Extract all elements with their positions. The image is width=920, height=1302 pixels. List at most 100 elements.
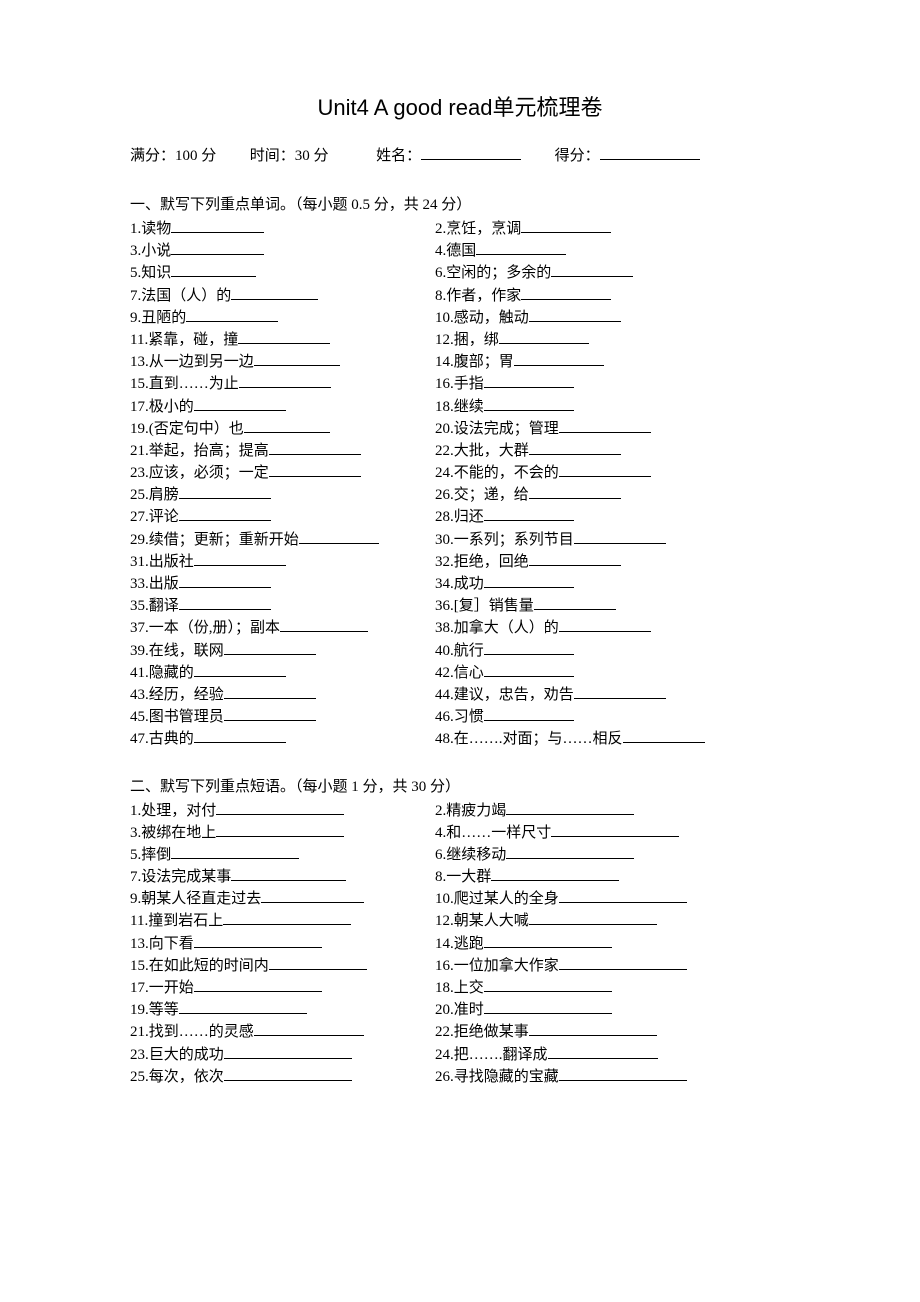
answer-blank[interactable] [484, 374, 574, 388]
answer-blank[interactable] [216, 823, 344, 837]
answer-blank[interactable] [484, 934, 612, 948]
answer-blank[interactable] [261, 889, 364, 903]
answer-blank[interactable] [484, 574, 574, 588]
item-text: 法国（人）的 [141, 288, 231, 304]
answer-blank[interactable] [484, 978, 612, 992]
name-blank[interactable] [421, 145, 521, 160]
answer-blank[interactable] [559, 618, 651, 632]
answer-blank[interactable] [484, 663, 574, 677]
answer-blank[interactable] [529, 1022, 657, 1036]
item-text: 肩膀 [149, 487, 179, 503]
answer-blank[interactable] [269, 956, 367, 970]
answer-blank[interactable] [574, 685, 666, 699]
answer-blank[interactable] [194, 934, 322, 948]
item-row: 17.极小的18.继续 [130, 396, 790, 418]
answer-blank[interactable] [491, 867, 619, 881]
answer-blank[interactable] [484, 1000, 612, 1014]
answer-blank[interactable] [521, 286, 611, 300]
answer-blank[interactable] [194, 978, 322, 992]
answer-blank[interactable] [244, 419, 330, 433]
answer-blank[interactable] [559, 889, 687, 903]
item-text: 一位加拿大作家 [454, 958, 559, 974]
answer-blank[interactable] [269, 441, 361, 455]
answer-blank[interactable] [254, 352, 340, 366]
item-text: 巨大的成功 [149, 1047, 224, 1063]
answer-blank[interactable] [269, 463, 361, 477]
item-number: 20. [435, 1002, 454, 1018]
answer-blank[interactable] [559, 956, 687, 970]
answer-blank[interactable] [484, 397, 574, 411]
answer-blank[interactable] [179, 485, 271, 499]
answer-blank[interactable] [224, 707, 316, 721]
item-number: 23. [130, 465, 149, 481]
answer-blank[interactable] [238, 330, 330, 344]
answer-blank[interactable] [224, 1067, 352, 1081]
vocab-item: 23.巨大的成功 [130, 1044, 435, 1066]
answer-blank[interactable] [179, 596, 271, 610]
answer-blank[interactable] [231, 286, 318, 300]
answer-blank[interactable] [529, 911, 657, 925]
answer-blank[interactable] [299, 530, 379, 544]
item-text: 等等 [149, 1002, 179, 1018]
answer-blank[interactable] [529, 441, 621, 455]
answer-blank[interactable] [171, 263, 256, 277]
answer-blank[interactable] [194, 552, 286, 566]
answer-blank[interactable] [224, 685, 316, 699]
section-2-body: 1.处理，对付2.精疲力竭3.被绑在地上4.和……一样尺寸5.摔倒6.继续移动7… [130, 800, 790, 1088]
vocab-item: 23.应该，必须；一定 [130, 462, 435, 484]
answer-blank[interactable] [529, 308, 621, 322]
answer-blank[interactable] [223, 911, 351, 925]
answer-blank[interactable] [476, 241, 566, 255]
answer-blank[interactable] [179, 574, 271, 588]
answer-blank[interactable] [548, 1045, 658, 1059]
vocab-item: 39.在线，联网 [130, 640, 435, 662]
answer-blank[interactable] [484, 507, 574, 521]
answer-blank[interactable] [484, 707, 574, 721]
item-text: 一大群 [446, 869, 491, 885]
answer-blank[interactable] [529, 485, 621, 499]
answer-blank[interactable] [239, 374, 331, 388]
item-text: 和……一样尺寸 [446, 825, 551, 841]
answer-blank[interactable] [179, 507, 271, 521]
answer-blank[interactable] [551, 823, 679, 837]
answer-blank[interactable] [521, 219, 611, 233]
answer-blank[interactable] [224, 1045, 352, 1059]
answer-blank[interactable] [574, 530, 666, 544]
answer-blank[interactable] [171, 845, 299, 859]
answer-blank[interactable] [534, 596, 616, 610]
answer-blank[interactable] [623, 729, 705, 743]
answer-blank[interactable] [559, 463, 651, 477]
answer-blank[interactable] [514, 352, 604, 366]
answer-blank[interactable] [506, 845, 634, 859]
item-number: 37. [130, 620, 149, 636]
time-value: 30 [295, 148, 310, 164]
item-number: 21. [130, 1024, 149, 1040]
answer-blank[interactable] [559, 419, 651, 433]
item-text: 信心 [454, 665, 484, 681]
answer-blank[interactable] [179, 1000, 307, 1014]
answer-blank[interactable] [231, 867, 346, 881]
item-number: 42. [435, 665, 454, 681]
answer-blank[interactable] [186, 308, 278, 322]
vocab-item: 42.信心 [435, 662, 574, 684]
answer-blank[interactable] [224, 641, 316, 655]
answer-blank[interactable] [499, 330, 589, 344]
answer-blank[interactable] [194, 729, 286, 743]
answer-blank[interactable] [216, 801, 344, 815]
answer-blank[interactable] [551, 263, 633, 277]
vocab-item: 27.评论 [130, 506, 435, 528]
answer-blank[interactable] [171, 241, 264, 255]
answer-blank[interactable] [194, 397, 286, 411]
vocab-item: 9.朝某人径直走过去 [130, 888, 435, 910]
vocab-item: 5.摔倒 [130, 844, 435, 866]
answer-blank[interactable] [506, 801, 634, 815]
answer-blank[interactable] [194, 663, 286, 677]
answer-blank[interactable] [559, 1067, 687, 1081]
answer-blank[interactable] [280, 618, 368, 632]
answer-blank[interactable] [529, 552, 621, 566]
answer-blank[interactable] [484, 641, 574, 655]
answer-blank[interactable] [254, 1022, 364, 1036]
answer-blank[interactable] [171, 219, 264, 233]
score-blank[interactable] [600, 145, 700, 160]
item-number: 1. [130, 803, 141, 819]
